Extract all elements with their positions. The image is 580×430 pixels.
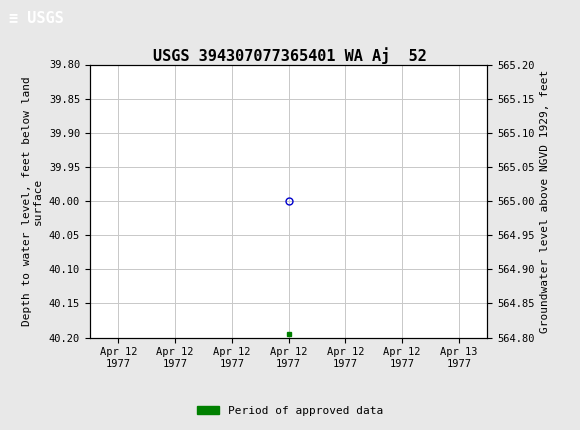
- Legend: Period of approved data: Period of approved data: [193, 401, 387, 420]
- Text: USGS 394307077365401 WA Aj  52: USGS 394307077365401 WA Aj 52: [153, 47, 427, 64]
- Text: ≡ USGS: ≡ USGS: [9, 11, 63, 26]
- Y-axis label: Groundwater level above NGVD 1929, feet: Groundwater level above NGVD 1929, feet: [540, 69, 550, 333]
- Y-axis label: Depth to water level, feet below land
surface: Depth to water level, feet below land su…: [22, 76, 44, 326]
